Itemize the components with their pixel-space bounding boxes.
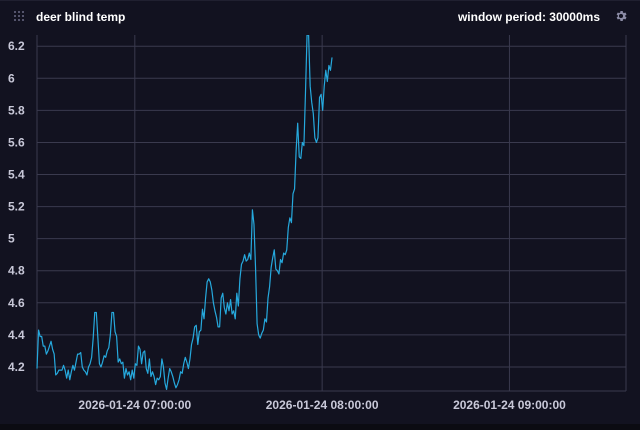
x-axis-ticks: 2026-01-24 07:00:00 2026-01-24 08:00:00 20…	[78, 398, 566, 412]
panel-bottom-border	[0, 424, 640, 430]
gear-icon[interactable]	[614, 9, 628, 23]
y-tick-label: 5.4	[8, 168, 25, 182]
y-tick-label: 6	[8, 71, 15, 85]
y-tick-label: 5	[8, 232, 15, 246]
series-line-deer-blind-temp	[36, 35, 333, 390]
y-tick-label: 4.2	[8, 360, 25, 374]
y-tick-label: 4.4	[8, 328, 25, 342]
y-tick-label: 5.6	[8, 135, 25, 149]
panel-header: deer blind temp window period: 30000ms	[0, 1, 640, 35]
x-tick-label: 2026-01-24 08:00:00	[266, 398, 379, 412]
x-tick-label: 2026-01-24 07:00:00	[78, 398, 191, 412]
y-tick-label: 5.8	[8, 103, 25, 117]
y-tick-label: 5.2	[8, 200, 25, 214]
window-period-label: window period: 30000ms	[457, 10, 600, 24]
drag-handle-icon[interactable]	[14, 11, 26, 23]
line-chart: 4.2 4.4 4.6 4.8 5 5.2 5.4 5.6 5.8 6 6.2 2026-01-24…	[8, 35, 627, 412]
y-tick-label: 4.6	[8, 296, 25, 310]
panel-title: deer blind temp	[36, 10, 126, 24]
y-tick-label: 4.8	[8, 264, 25, 278]
x-tick-label: 2026-01-24 09:00:00	[453, 398, 566, 412]
chart-grid	[36, 35, 627, 392]
y-tick-label: 6.2	[8, 39, 25, 53]
y-axis-ticks: 4.2 4.4 4.6 4.8 5 5.2 5.4 5.6 5.8 6 6.2	[8, 39, 25, 374]
